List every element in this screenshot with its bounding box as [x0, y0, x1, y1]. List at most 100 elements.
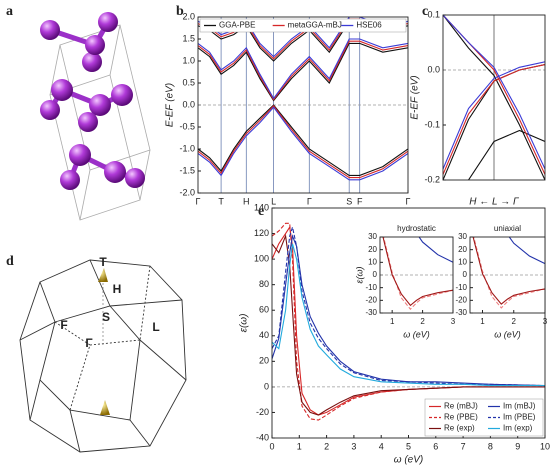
y-tick-label: -2.0 [179, 187, 195, 197]
series-group [443, 15, 545, 180]
x-tick-label: S [346, 196, 352, 206]
x-tick-label: 1 [480, 317, 485, 326]
x-tick-label: 5 [406, 441, 411, 451]
y-axis-label: ε(ω) [239, 314, 250, 333]
panel-label: d [6, 254, 14, 269]
legend-label: GGA-PBE [219, 21, 255, 30]
x-tick-label: 1 [297, 441, 302, 451]
legend-label: Im (mBJ) [503, 402, 536, 411]
x-tick-label: 3 [543, 317, 548, 326]
x-tick-label: Γ [196, 196, 201, 206]
series-line [473, 237, 545, 309]
y-tick-label: 0 [264, 381, 269, 391]
y-tick-label: 0.1 [427, 9, 440, 19]
series-line [382, 237, 453, 307]
y-tick-label: 30 [458, 232, 467, 241]
y-tick-label: 1.0 [182, 55, 195, 65]
legend-label: Re (mBJ) [444, 402, 478, 411]
y-tick-label: 0 [373, 270, 378, 279]
x-tick-label: H [243, 196, 250, 206]
series-line [272, 225, 545, 387]
x-tick-label: L [271, 196, 276, 206]
y-tick-label: -0.5 [179, 121, 195, 131]
y-tick-label: 100 [254, 253, 269, 263]
bz-label: Γ [85, 336, 93, 350]
y-tick-label: 1.5 [182, 33, 195, 43]
plot-frame [197, 16, 409, 194]
inset-title: hydrostatic [397, 224, 436, 233]
pocket-icon [100, 400, 110, 415]
series-line [443, 63, 545, 175]
x-tick-label: 4 [379, 441, 384, 451]
plot-frame [271, 207, 546, 439]
series-line [272, 222, 545, 421]
bz-label: T [99, 255, 107, 269]
bz-label: H [113, 282, 122, 296]
x-tick-label: Γ [406, 196, 411, 206]
y-tick-label: 30 [368, 232, 377, 241]
legend-label: Im (PBE) [503, 413, 536, 422]
crystal-structure [40, 12, 151, 221]
x-tick-label: 10 [540, 441, 550, 451]
series-line [472, 237, 545, 305]
plot: -2.0 -1.5 -1.0 -0.5 0.0 0.5 1.0 1.5 2.0 Γ T H L Γ S F Γ E… [165, 11, 411, 206]
y-tick-label: 80 [259, 279, 269, 289]
plot: -30 -20 -10 0 10 20 30 1 2 3 uniaxial ω (eV) [455, 224, 547, 339]
legend-label: Re (PBE) [444, 413, 478, 422]
x-tick-label: 3 [351, 441, 356, 451]
y-tick-label: -10 [455, 283, 467, 292]
series-line [198, 104, 408, 176]
pocket-icon [98, 268, 108, 282]
series-line [383, 237, 453, 311]
series-line [467, 129, 545, 180]
series-group [382, 237, 453, 311]
panel-label: e [258, 204, 264, 219]
legend-box [424, 398, 544, 437]
x-tick-label: 2 [420, 317, 425, 326]
y-tick-label: 60 [259, 305, 269, 315]
series-line [443, 15, 545, 170]
series-line [508, 237, 545, 265]
series-line [418, 237, 453, 263]
y-tick-label: 0.0 [427, 64, 440, 74]
series-line [198, 42, 408, 102]
y-tick-label: -40 [256, 432, 269, 442]
x-tick-label: 6 [433, 441, 438, 451]
y-tick-label: 20 [259, 356, 269, 366]
legend: GGA-PBE metaGGA-mBJ HSE06 [199, 18, 407, 33]
x-tick-label: 8 [488, 441, 493, 451]
y-tick-label: -1.5 [179, 165, 195, 175]
series-line [198, 38, 408, 100]
legend: Re (mBJ) Re (PBE) Re (exp) Im (mBJ) Im (PBE)… [424, 398, 544, 437]
y-tick-label: 2.0 [182, 11, 195, 21]
bz-label: S [102, 310, 110, 324]
panel-label: a [6, 4, 13, 19]
x-tick-label: 7 [461, 441, 466, 451]
series-line [443, 15, 545, 180]
legend-label: metaGGA-mBJ [288, 21, 342, 30]
inset-title: uniaxial [494, 224, 521, 233]
plot-frame [469, 236, 546, 314]
x-tick-label: 2 [512, 317, 517, 326]
series-line [272, 243, 545, 387]
y-axis-label: E-EF (eV) [410, 75, 421, 119]
legend-label: Im (exp) [503, 424, 533, 433]
x-axis-label: ω (eV) [394, 455, 423, 466]
series-line [272, 234, 545, 387]
x-axis-label: ω (eV) [494, 329, 521, 339]
x-tick-label: 3 [451, 317, 456, 326]
x-tick-label: 9 [515, 441, 520, 451]
panel-label: b [176, 4, 184, 19]
series-line [198, 106, 408, 181]
series-line [198, 17, 408, 58]
series-line [198, 105, 408, 179]
y-tick-label: 140 [254, 202, 269, 212]
y-tick-label: -0.1 [424, 119, 440, 129]
y-tick-label: -20 [365, 295, 377, 304]
y-tick-label: 10 [458, 257, 467, 266]
legend-label: Re (exp) [444, 424, 475, 433]
panel-label: c [422, 4, 428, 19]
y-tick-label: 20 [458, 245, 467, 254]
y-tick-label: -10 [365, 283, 377, 292]
